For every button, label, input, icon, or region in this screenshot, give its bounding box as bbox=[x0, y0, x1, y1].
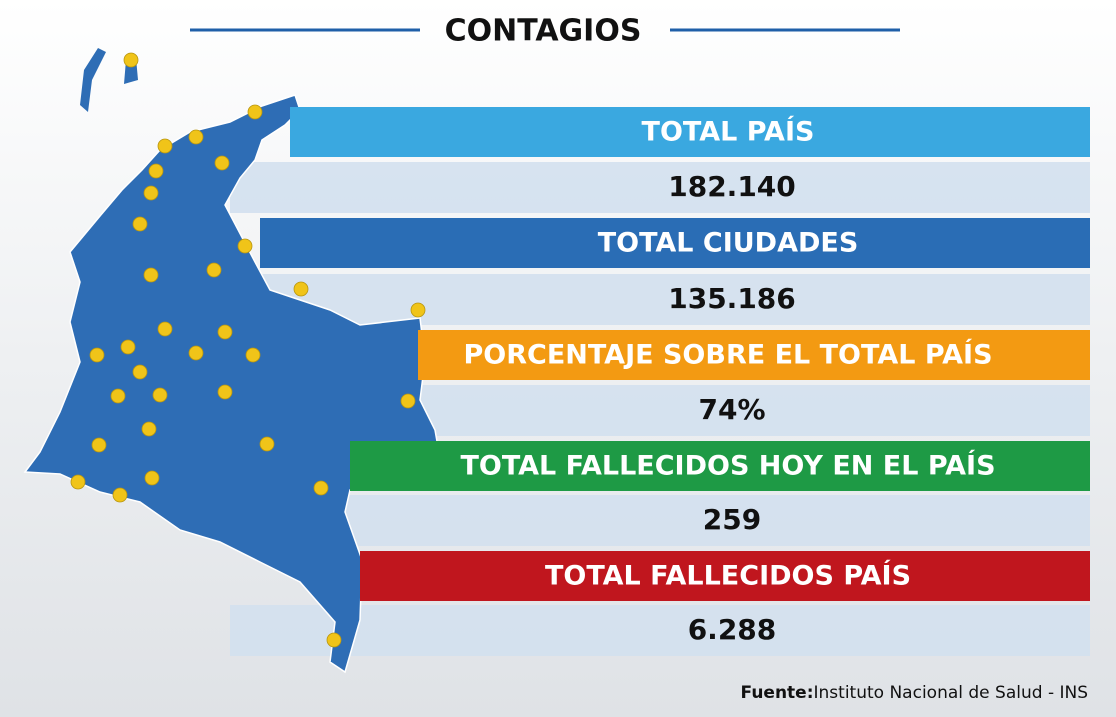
pin bbox=[206, 262, 222, 278]
pin bbox=[259, 436, 275, 452]
source: Fuente:Instituto Nacional de Salud - INS bbox=[741, 683, 1088, 703]
pin bbox=[313, 480, 329, 496]
pin bbox=[89, 347, 105, 363]
stat-header bbox=[360, 551, 1090, 601]
pin bbox=[70, 474, 86, 490]
stat-value: 6.288 bbox=[688, 613, 777, 646]
pin bbox=[91, 437, 107, 453]
pin bbox=[247, 104, 263, 120]
pin bbox=[188, 129, 204, 145]
stat-label: TOTAL PAÍS bbox=[642, 116, 815, 148]
stat-label: TOTAL FALLECIDOS HOY EN EL PAÍS bbox=[460, 450, 995, 482]
stat-value: 74% bbox=[698, 393, 765, 426]
source-label: Fuente: bbox=[741, 683, 814, 703]
pin bbox=[293, 281, 309, 297]
pin bbox=[410, 302, 426, 318]
pin bbox=[110, 388, 126, 404]
stat-label: TOTAL FALLECIDOS PAÍS bbox=[545, 560, 911, 592]
map-island bbox=[80, 48, 106, 112]
pin bbox=[237, 238, 253, 254]
pin bbox=[188, 345, 204, 361]
pin bbox=[400, 393, 416, 409]
stat-label: PORCENTAJE SOBRE EL TOTAL PAÍS bbox=[463, 339, 992, 371]
pin bbox=[157, 138, 173, 154]
pin bbox=[120, 339, 136, 355]
pin bbox=[132, 216, 148, 232]
value-band bbox=[230, 274, 1090, 325]
pin bbox=[217, 324, 233, 340]
pin bbox=[148, 163, 164, 179]
source-text: Instituto Nacional de Salud - INS bbox=[814, 683, 1088, 703]
pin bbox=[132, 364, 148, 380]
pin bbox=[141, 421, 157, 437]
stat-label: TOTAL CIUDADES bbox=[598, 228, 859, 259]
pin bbox=[112, 487, 128, 503]
value-band bbox=[230, 495, 1090, 546]
stat-header bbox=[350, 441, 1090, 491]
pin bbox=[143, 267, 159, 283]
stat-header bbox=[418, 330, 1090, 380]
value-band bbox=[230, 162, 1090, 213]
stat-header bbox=[260, 218, 1090, 268]
title: CONTAGIOS bbox=[445, 14, 642, 49]
stat-value: 135.186 bbox=[668, 282, 796, 315]
map bbox=[23, 48, 446, 674]
pin bbox=[152, 387, 168, 403]
stat-value: 182.140 bbox=[668, 170, 796, 203]
pin bbox=[157, 321, 173, 337]
value-band bbox=[230, 605, 1090, 656]
map-shape bbox=[23, 94, 446, 674]
pin bbox=[143, 185, 159, 201]
stat-header bbox=[290, 107, 1090, 157]
pin bbox=[326, 632, 342, 648]
pin bbox=[245, 347, 261, 363]
pin bbox=[217, 384, 233, 400]
pin bbox=[144, 470, 160, 486]
stat-value: 259 bbox=[703, 503, 761, 536]
pin bbox=[214, 155, 230, 171]
pin bbox=[123, 52, 139, 68]
